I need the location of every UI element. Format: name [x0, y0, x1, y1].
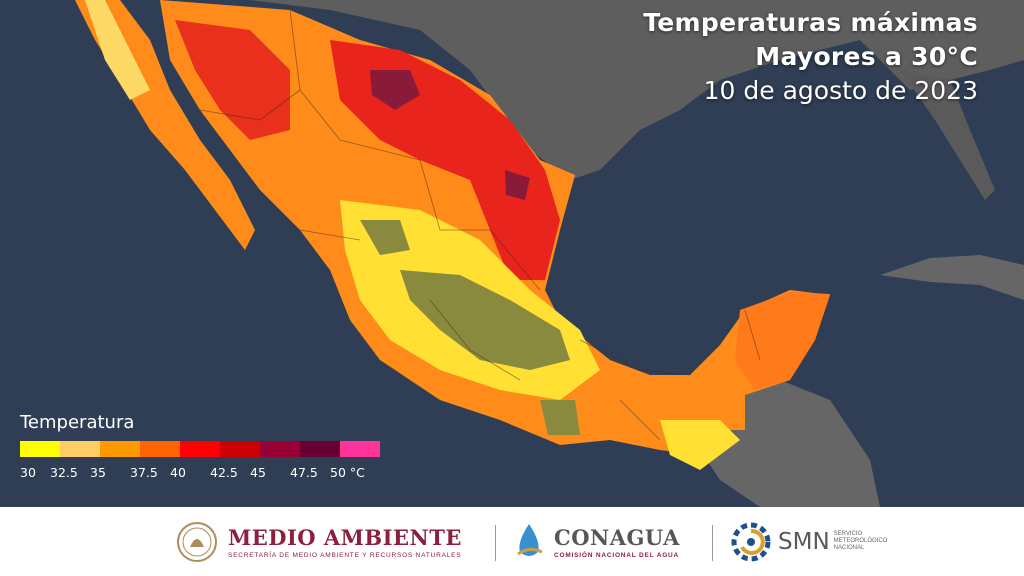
legend-swatch [100, 441, 140, 457]
south-yellow [660, 420, 740, 470]
legend-tick-label: 50 °C [330, 465, 365, 480]
legend-title: Temperatura [20, 412, 135, 433]
legend-tick-label: 37.5 [130, 465, 158, 480]
legend-swatch [140, 441, 180, 457]
medio-ambiente-title: MEDIO AMBIENTE [228, 524, 462, 550]
medio-ambiente-subtitle: SECRETARÍA DE MEDIO AMBIENTE Y RECURSOS … [228, 551, 462, 559]
smn-subtitle-line: METEOROLÓGICO [833, 538, 888, 544]
usa-land [110, 0, 1024, 180]
map-graphic [75, 0, 1024, 507]
legend-swatches [20, 441, 400, 457]
hot-zone-sonora [175, 20, 290, 140]
temperature-map: Temperaturas máximas Mayores a 30°C 10 d… [0, 0, 1024, 507]
highlands-olive [400, 270, 570, 370]
legend-tick-label: 32.5 [50, 465, 78, 480]
conagua-logo-icon [517, 523, 543, 556]
legend-tick-label: 35 [90, 465, 106, 480]
smn-subtitle: SERVICIO METEOROLÓGICO NACIONAL [834, 531, 888, 552]
map-title-block: Temperaturas máximas Mayores a 30°C 10 d… [643, 6, 978, 108]
baja-yellow [85, 0, 150, 100]
footer-divider [712, 525, 713, 561]
hottest-zone-2 [505, 170, 530, 200]
smn-title: SMN [778, 528, 830, 555]
smn-subtitle-line: SERVICIO [833, 531, 863, 537]
legend-tick-label: 47.5 [290, 465, 318, 480]
conagua-title: CONAGUA [554, 524, 680, 550]
highlands-olive-2 [360, 220, 410, 255]
yucatan [735, 292, 830, 390]
smn-logo-icon [731, 522, 771, 561]
legend-tick-label: 45 [250, 465, 266, 480]
map-subtitle: Mayores a 30°C [755, 42, 978, 71]
smn-logo: SMN SERVICIO METEOROLÓGICO NACIONAL [730, 507, 887, 576]
highlands-olive-3 [540, 400, 580, 435]
legend-swatch [220, 441, 260, 457]
map-date: 10 de agosto de 2023 [703, 76, 978, 105]
mexico-seal-icon [177, 521, 217, 562]
legend-swatch [260, 441, 300, 457]
cuba-land [880, 255, 1024, 300]
temperature-legend: Temperatura 30 32.5 35 37.5 40 42.5 45 47.5 50 °… [20, 412, 400, 485]
legend-tick-label: 30 [20, 465, 36, 480]
footer-divider [495, 525, 496, 561]
footer-logos: MEDIO AMBIENTE SECRETARÍA DE MEDIO AMBIE… [0, 507, 1024, 576]
conagua-logo: CONAGUA COMISIÓN NACIONAL DEL AGUA [512, 507, 680, 576]
map-title: Temperaturas máximas [643, 8, 978, 37]
medio-ambiente-logo: MEDIO AMBIENTE SECRETARÍA DE MEDIO AMBIE… [176, 507, 462, 576]
legend-swatch [340, 441, 380, 457]
hottest-zone [370, 70, 420, 110]
conagua-subtitle: COMISIÓN NACIONAL DEL AGUA [554, 551, 680, 559]
legend-swatch [300, 441, 340, 457]
legend-swatch [180, 441, 220, 457]
legend-swatch [20, 441, 60, 457]
florida-land [900, 70, 995, 200]
legend-tick-label: 42.5 [210, 465, 238, 480]
state-borders [199, 9, 761, 441]
legend-swatch [60, 441, 100, 457]
legend-tick-label: 40 [170, 465, 186, 480]
smn-subtitle-line: NACIONAL [833, 545, 865, 551]
legend-ticks: 30 32.5 35 37.5 40 42.5 45 47.5 50 °C [20, 465, 400, 485]
